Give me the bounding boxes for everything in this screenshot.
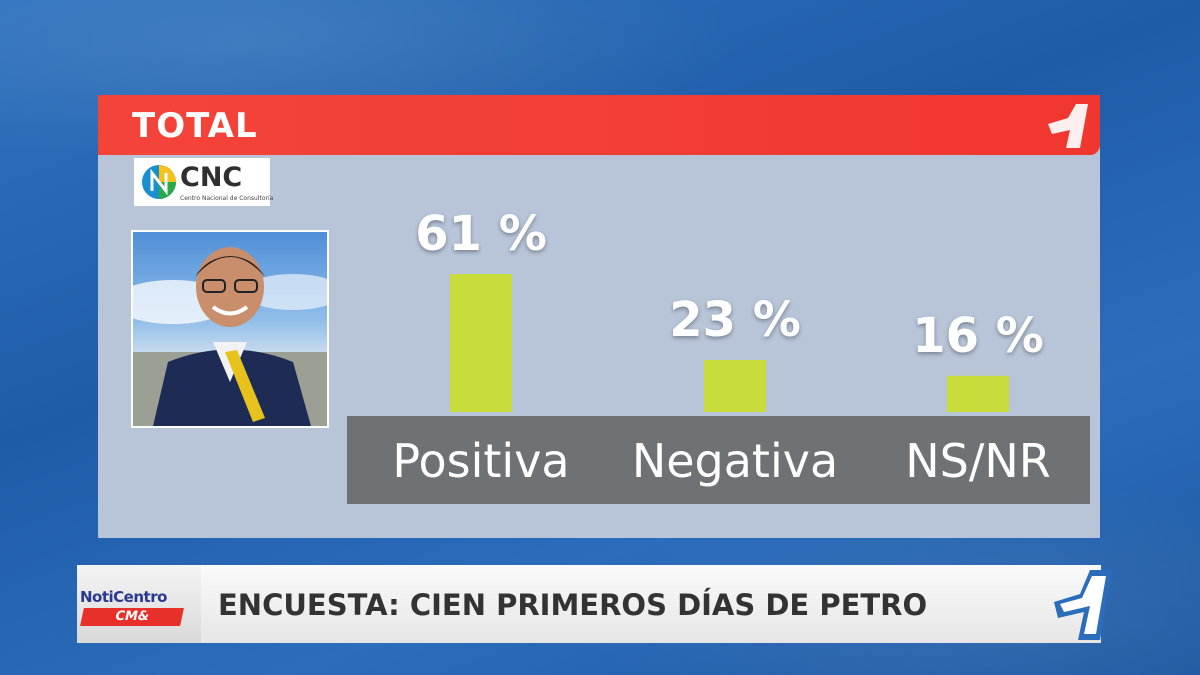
category-band — [347, 416, 1090, 504]
cnc-circle-icon — [142, 165, 176, 199]
bar-positiva — [450, 274, 512, 412]
value-label: 23 % — [669, 291, 801, 348]
bar-ns-nr — [947, 375, 1009, 412]
bar-negativa — [704, 359, 766, 412]
category-label: Negativa — [631, 434, 839, 488]
value-label: 61 % — [415, 206, 547, 262]
cnc-logo-subtitle: Centro Nacional de Consultoría — [180, 195, 274, 202]
noticentro-brand-sub: CM& — [80, 608, 184, 626]
portrait-photo — [131, 230, 329, 428]
cnc-logo: CNC Centro Nacional de Consultoría — [134, 158, 274, 206]
category-label: Positiva — [392, 434, 570, 488]
category-label: NS/NR — [905, 434, 1051, 488]
cnc-logo-text: CNC — [180, 162, 243, 193]
channel-one-lower-icon — [1054, 570, 1112, 640]
noticentro-brand: NotiCentro — [80, 588, 167, 606]
lower-third-headline: ENCUESTA: CIEN PRIMEROS DÍAS DE PETRO — [218, 588, 928, 622]
noticentro-logo — [77, 565, 201, 643]
value-label: 16 % — [912, 307, 1044, 364]
channel-one-icon — [1048, 104, 1088, 148]
lower-third-bar — [201, 565, 1101, 643]
header-title: TOTAL — [132, 106, 258, 146]
header-bar — [98, 95, 1100, 155]
